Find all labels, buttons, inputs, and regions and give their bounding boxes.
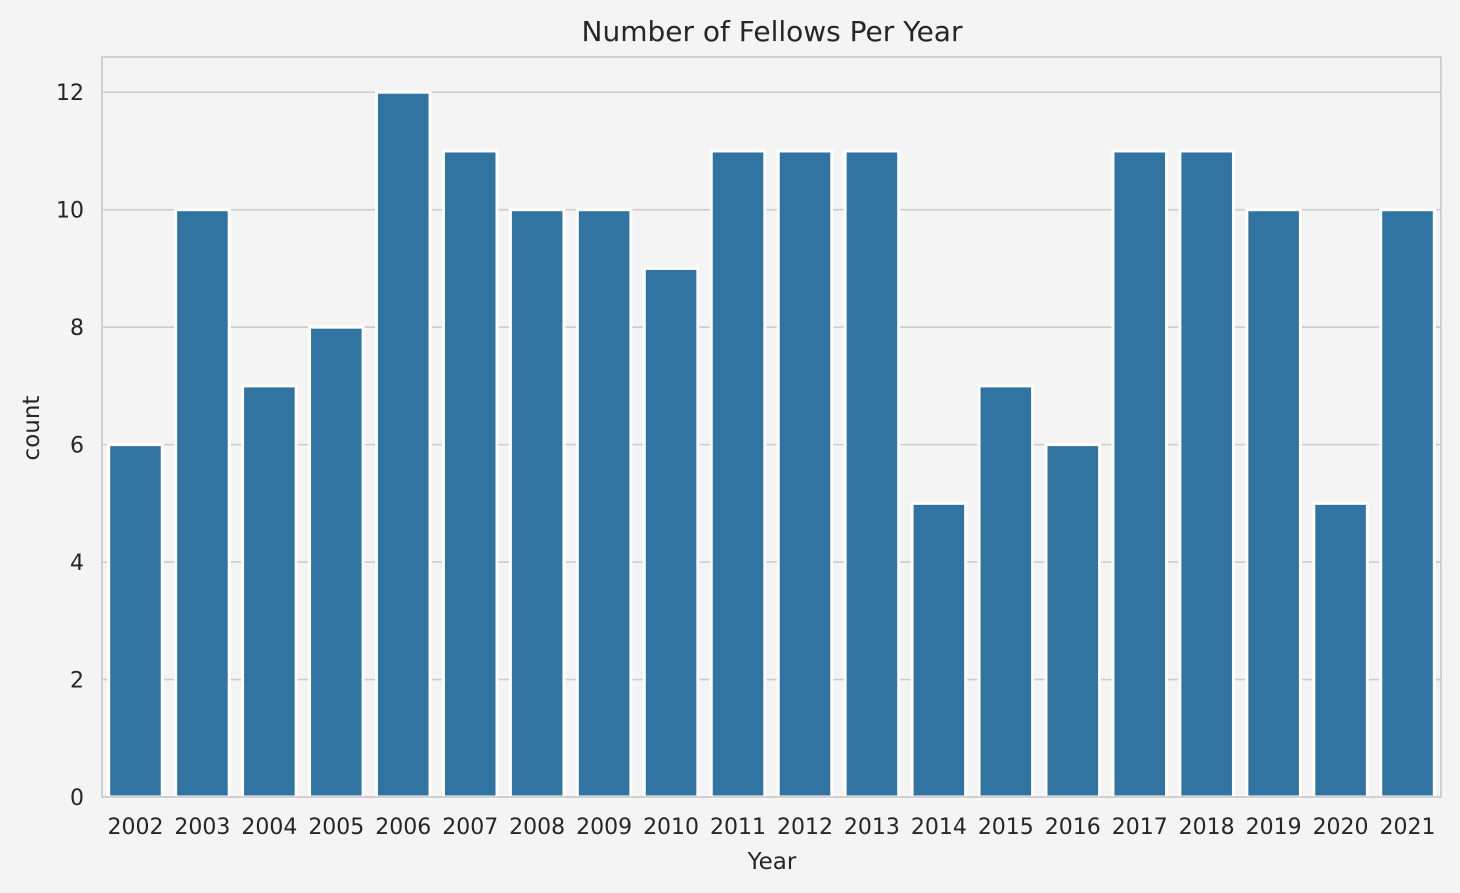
plot-frame [101, 56, 1442, 798]
x-axis-label: Year [747, 849, 797, 875]
x-tick-label: 2011 [710, 815, 766, 840]
bar-2010 [642, 266, 700, 799]
x-tick-label: 2014 [911, 815, 967, 840]
plot-area [101, 56, 1442, 799]
x-tick-label: 2009 [576, 815, 632, 840]
bar-2015 [977, 384, 1035, 799]
x-tick-label: 2021 [1380, 815, 1436, 840]
plot-background [102, 57, 1441, 797]
x-tick-label: 2019 [1246, 815, 1302, 840]
bar-2016 [1044, 443, 1102, 799]
bar-2020 [1312, 501, 1369, 799]
bar-2008 [508, 208, 566, 799]
x-tick-label: 2020 [1313, 815, 1369, 840]
bar-2021 [1379, 208, 1436, 799]
bar-2005 [308, 325, 365, 799]
x-tick-label: 2007 [442, 815, 498, 840]
bar-2004 [241, 384, 298, 799]
bar-2002 [107, 443, 164, 799]
x-tick-label: 2010 [643, 815, 699, 840]
x-tick-label: 2004 [241, 815, 297, 840]
bar-2011 [709, 149, 767, 799]
chart-title: Number of Fellows Per Year [582, 15, 963, 48]
y-tick-label: 6 [70, 434, 84, 459]
bar-2014 [910, 501, 968, 799]
x-tick-label: 2008 [509, 815, 565, 840]
x-tick-label: 2002 [107, 815, 163, 840]
bar-2013 [843, 149, 901, 799]
y-tick-label: 4 [70, 551, 84, 576]
bar-2006 [374, 90, 432, 799]
x-tick-label: 2006 [375, 815, 431, 840]
bar-2012 [776, 149, 834, 799]
y-tick-label: 0 [70, 786, 84, 811]
x-tick-label: 2013 [844, 815, 900, 840]
x-tick-label: 2015 [978, 815, 1034, 840]
x-tick-label: 2012 [777, 815, 833, 840]
x-tick-label: 2018 [1179, 815, 1235, 840]
bar-2019 [1245, 208, 1302, 799]
x-tick-label: 2005 [308, 815, 364, 840]
x-tick-label: 2003 [174, 815, 230, 840]
bar-2007 [441, 149, 499, 799]
x-tick-label: 2016 [1045, 815, 1101, 840]
y-tick-label: 8 [70, 316, 84, 341]
x-axis-ticks: 2002 2003 2004 2005 2006 2007 2008 2009 2010 2011… [107, 815, 1435, 840]
y-axis-ticks: 0 2 4 6 8 10 12 [56, 81, 84, 811]
y-axis-label: count [19, 396, 45, 461]
bar-2003 [174, 208, 231, 799]
y-tick-label: 2 [70, 669, 84, 694]
y-tick-label: 10 [56, 199, 84, 224]
bar-2017 [1111, 149, 1169, 799]
y-tick-label: 12 [56, 81, 84, 106]
bar-2009 [575, 208, 633, 799]
bar-2018 [1178, 149, 1235, 799]
x-tick-label: 2017 [1112, 815, 1168, 840]
